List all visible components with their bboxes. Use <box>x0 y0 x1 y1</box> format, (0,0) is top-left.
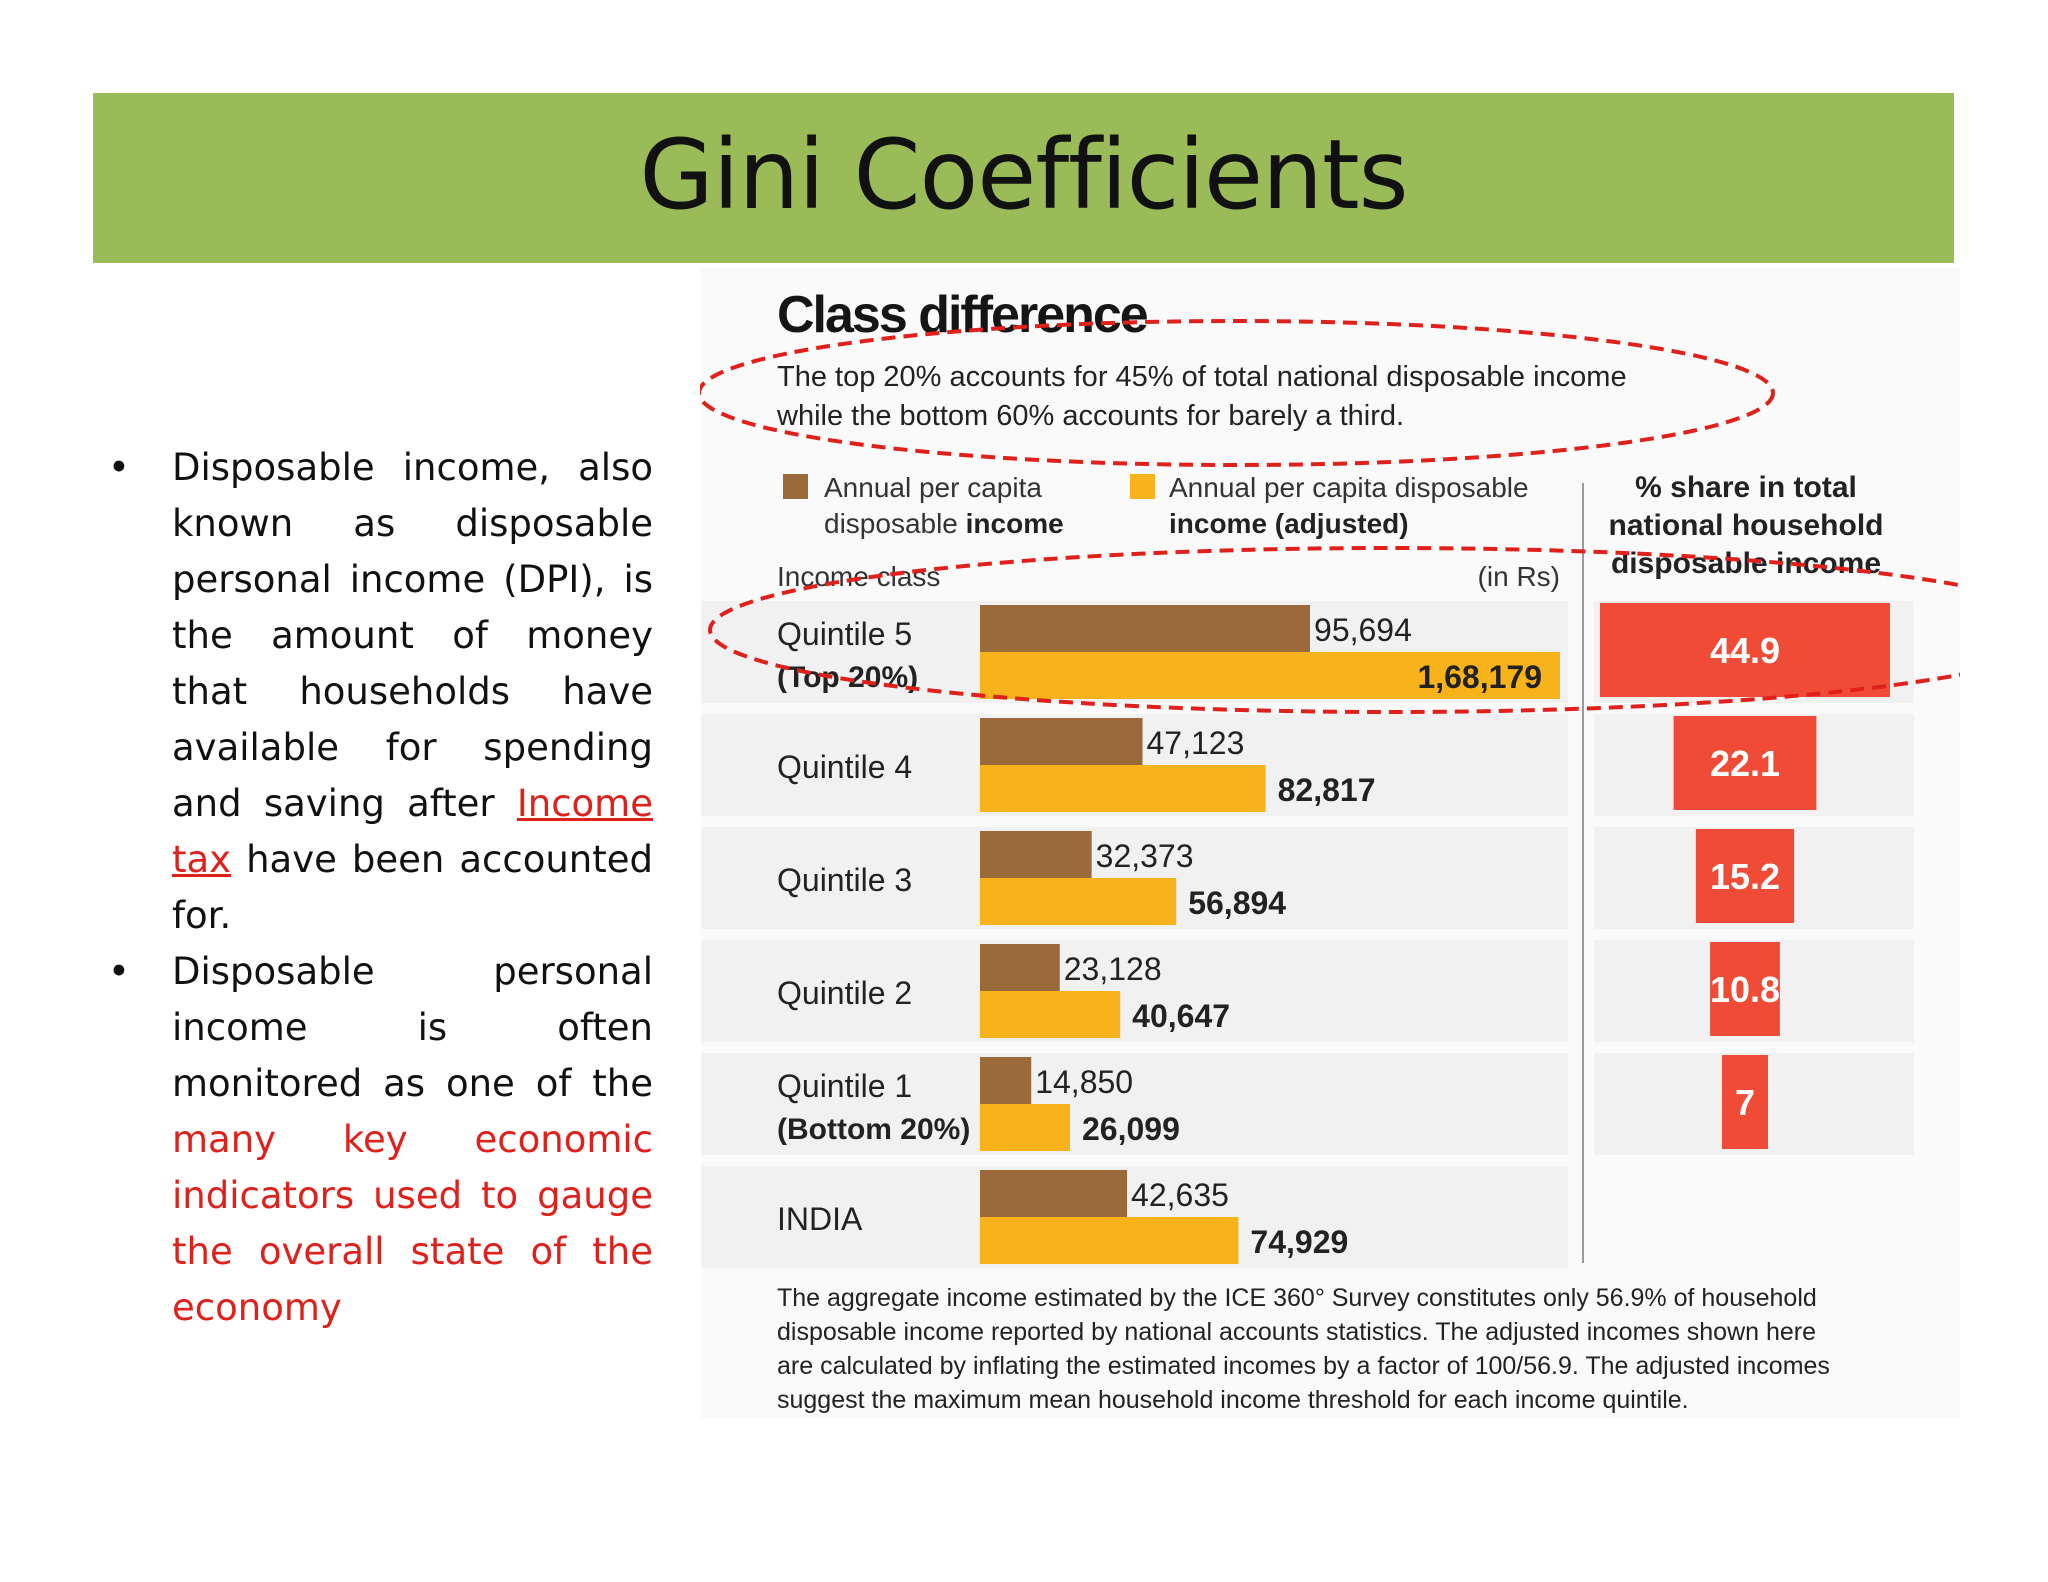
bar-income <box>980 944 1060 991</box>
share-bar <box>1695 829 1795 923</box>
bullet-text: Disposable income, also known as disposa… <box>172 446 653 825</box>
highlight-ellipse-top-quintile <box>708 546 1960 714</box>
income-tax-link[interactable]: Income tax <box>172 782 653 881</box>
bullet-text: have been accounted for. <box>172 838 653 937</box>
share-bar <box>1710 942 1780 1036</box>
title-bar: Gini Coefficients <box>93 93 1954 263</box>
value-label-income: 32,373 <box>1096 838 1194 874</box>
value-label-income: 23,128 <box>1064 951 1162 987</box>
value-label-income: 14,850 <box>1035 1064 1133 1100</box>
bar-income <box>980 718 1143 765</box>
footnote-line: are calculated by inflating the estimate… <box>777 1352 1830 1380</box>
bullet-item: • Disposable income, also known as dispo… <box>108 440 653 944</box>
share-bar <box>1600 603 1890 697</box>
bullet-dot-icon: • <box>108 950 130 993</box>
category-label: Quintile 1 <box>777 1068 912 1104</box>
legend-label-bold: income (adjusted) <box>1169 508 1409 539</box>
footnote-line: The aggregate income estimated by the IC… <box>777 1284 1817 1312</box>
category-label: Quintile 4 <box>777 749 912 785</box>
legend-label-bold: income <box>966 508 1064 539</box>
value-label-income: 95,694 <box>1314 612 1412 648</box>
category-label: Quintile 2 <box>777 975 912 1011</box>
bar-income <box>980 1170 1128 1217</box>
bullet-dot-icon: • <box>108 446 130 489</box>
value-label-adjusted: 1,68,179 <box>1417 659 1542 695</box>
bar-income-adjusted <box>980 652 1560 699</box>
share-label: 7 <box>1735 1082 1755 1123</box>
share-label: 22.1 <box>1710 743 1780 784</box>
bar-income <box>980 605 1311 652</box>
bar-income-adjusted <box>980 1104 1071 1151</box>
bullet-text: Disposable personal income is often moni… <box>172 950 653 1105</box>
unit-label: (in Rs) <box>1478 561 1560 592</box>
value-label-adjusted: 74,929 <box>1250 1224 1348 1260</box>
share-header-line: disposable income <box>1611 547 1881 580</box>
legend-swatch-adjusted <box>1130 474 1155 499</box>
value-label-adjusted: 82,817 <box>1278 772 1376 808</box>
class-difference-chart: Class difference The top 20% accounts fo… <box>700 286 1960 1414</box>
chart-subtitle-line: while the bottom 60% accounts for barely… <box>776 400 1404 432</box>
value-label-adjusted: 56,894 <box>1188 885 1286 921</box>
bar-income-adjusted <box>980 1217 1239 1264</box>
value-label-income: 47,123 <box>1147 725 1245 761</box>
chart-title: Class difference <box>777 286 1148 344</box>
value-label-income: 42,635 <box>1131 1177 1229 1213</box>
bullet-list: • Disposable income, also known as dispo… <box>108 440 653 1336</box>
bar-income <box>980 1057 1032 1104</box>
category-label: INDIA <box>777 1201 863 1237</box>
share-header-line: national household <box>1609 509 1884 542</box>
page-title: Gini Coefficients <box>639 119 1408 231</box>
category-label: Quintile 3 <box>777 862 912 898</box>
bar-income-adjusted <box>980 878 1177 925</box>
share-header-line: % share in total <box>1635 471 1857 504</box>
category-label: Quintile 5 <box>777 616 912 652</box>
share-bar <box>1722 1055 1768 1149</box>
legend-label-part: disposable <box>824 508 966 539</box>
legend-swatch-income <box>783 474 808 499</box>
share-label: 44.9 <box>1710 630 1780 671</box>
share-label: 10.8 <box>1710 969 1780 1010</box>
highlight-ellipse-subtitle <box>700 319 1775 467</box>
legend-label: disposable income <box>824 508 1064 539</box>
value-label-adjusted: 40,647 <box>1132 998 1230 1034</box>
legend-label: Annual per capita disposable <box>1169 472 1529 503</box>
bullet-item: • Disposable personal income is often mo… <box>108 944 653 1336</box>
bar-income-adjusted <box>980 765 1266 812</box>
footnote-line: suggest the maximum mean household incom… <box>777 1386 1689 1414</box>
category-header: Income class <box>777 561 940 592</box>
row-background <box>702 940 1568 1042</box>
category-label-sub: (Bottom 20%) <box>777 1113 970 1146</box>
chart-subtitle-line: The top 20% accounts for 45% of total na… <box>777 361 1627 393</box>
row-background <box>702 1053 1568 1155</box>
bar-income-adjusted <box>980 991 1121 1038</box>
chart-panel: Class difference The top 20% accounts fo… <box>700 268 1960 1418</box>
share-label: 15.2 <box>1710 856 1780 897</box>
highlighted-text: many key economic indicators used to gau… <box>172 1118 653 1329</box>
footnote-line: disposable income reported by national a… <box>777 1318 1816 1346</box>
share-bar <box>1673 716 1817 810</box>
legend-label: Annual per capita <box>824 472 1042 503</box>
value-label-adjusted: 26,099 <box>1082 1111 1180 1147</box>
bar-income <box>980 831 1092 878</box>
